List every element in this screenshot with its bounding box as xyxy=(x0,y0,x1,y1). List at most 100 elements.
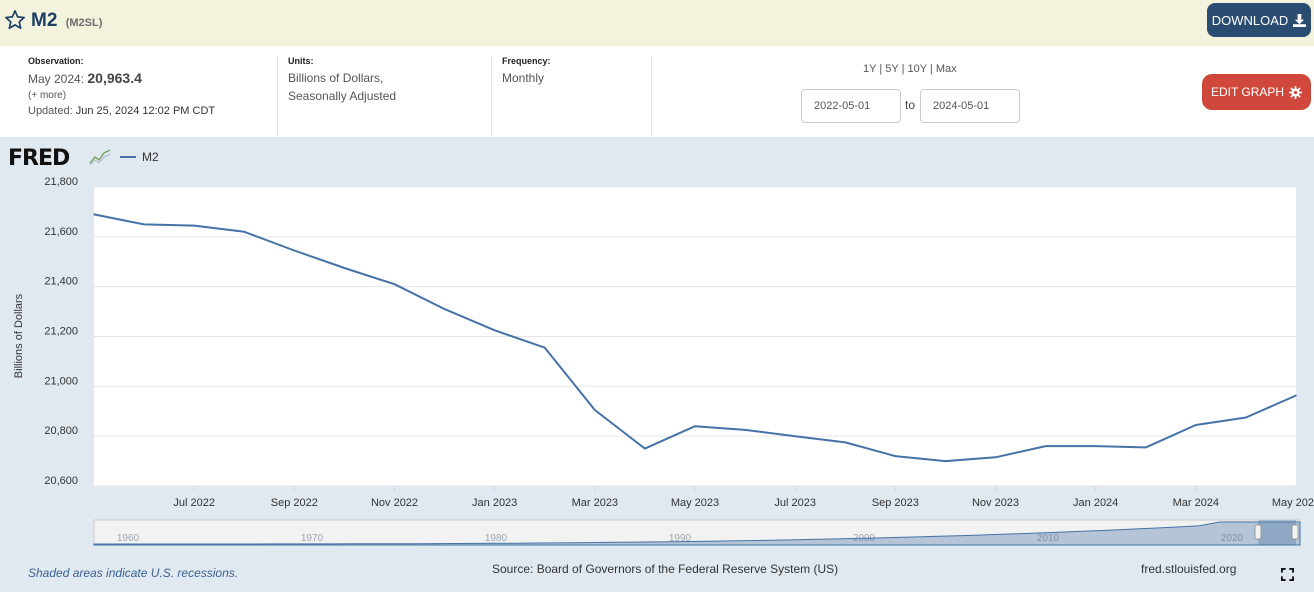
y-tick-label: 21,000 xyxy=(44,375,78,387)
frequency-block: Frequency: Monthly xyxy=(502,56,642,134)
data-point xyxy=(994,456,997,459)
data-point xyxy=(143,223,145,226)
navigator-handle xyxy=(1291,524,1299,540)
download-label: DOWNLOAD xyxy=(1211,12,1289,28)
frequency-label: Frequency: xyxy=(502,56,551,66)
observation-date: May 2024: xyxy=(28,72,85,86)
data-point xyxy=(844,441,847,444)
y-tick-label: 21,400 xyxy=(44,276,78,288)
download-icon xyxy=(1293,13,1307,27)
data-point xyxy=(744,429,746,431)
observation-value: 20,963.4 xyxy=(87,70,142,86)
data-point xyxy=(493,329,496,332)
series-title-text: M2 xyxy=(31,10,58,31)
recession-note: Shaded areas indicate U.S. recessions. xyxy=(28,566,239,580)
frequency-value: Monthly xyxy=(502,71,545,85)
data-point xyxy=(694,425,696,428)
observation-label: Observation: xyxy=(28,56,84,66)
data-point xyxy=(1094,445,1097,447)
star-outline-icon[interactable] xyxy=(4,9,26,31)
x-tick-label: May 2023 xyxy=(671,497,719,509)
units-block: Units: Billions of Dollars, Seasonally A… xyxy=(288,56,478,134)
navigator-label: 1960 xyxy=(117,533,140,544)
fullscreen-icon[interactable] xyxy=(1281,568,1294,581)
navigator-background xyxy=(93,519,1301,546)
data-point xyxy=(243,231,246,233)
navigator-selection xyxy=(1258,520,1296,545)
y-tick-label: 21,200 xyxy=(44,326,78,338)
x-tick-label: Mar 2023 xyxy=(572,497,618,509)
units-line1: Billions of Dollars, xyxy=(288,71,384,85)
navigator-handle xyxy=(1254,524,1262,540)
range-links: 1Y | 5Y | 10Y | Max xyxy=(863,63,957,75)
data-point xyxy=(343,267,346,269)
navigator-series-area xyxy=(93,521,1301,546)
range-link-5y[interactable]: 5Y xyxy=(885,63,899,75)
fred-logo[interactable]: FRED xyxy=(8,146,70,171)
y-tick-label: 21,600 xyxy=(44,226,78,238)
data-point xyxy=(644,447,646,450)
chart-legend: M2 xyxy=(120,150,159,164)
x-tick-label: Nov 2023 xyxy=(972,497,1019,509)
range-link-10y[interactable]: 10Y xyxy=(907,63,927,75)
range-link-1y[interactable]: 1Y xyxy=(863,63,877,75)
data-point xyxy=(794,435,796,437)
navigator-label: 2020 xyxy=(1221,533,1244,544)
navigator-label: 2010 xyxy=(1037,533,1060,544)
data-point xyxy=(594,409,596,411)
data-point xyxy=(293,249,296,252)
divider xyxy=(277,56,278,136)
x-tick-label: Jul 2023 xyxy=(774,497,816,509)
fred-logo-text: FRED xyxy=(8,146,70,171)
data-point xyxy=(1195,424,1197,426)
data-point xyxy=(944,460,947,462)
units-label: Units: xyxy=(288,56,314,66)
x-tick-label: Jul 2022 xyxy=(173,497,215,509)
divider xyxy=(651,56,652,136)
info-panel: Observation: May 2024: 20,963.4 (+ more)… xyxy=(0,46,1314,137)
fred-chart-icon xyxy=(89,148,111,166)
series-title: M2 (M2SL) xyxy=(31,10,102,32)
divider xyxy=(491,56,492,136)
more-link[interactable]: (+ more) xyxy=(28,90,67,101)
navigator-label: 1990 xyxy=(669,533,692,544)
data-point xyxy=(393,283,396,285)
start-date-input[interactable]: 2022-05-01 xyxy=(801,89,901,123)
download-button[interactable]: DOWNLOAD xyxy=(1207,3,1311,37)
gear-icon xyxy=(1289,85,1303,99)
x-tick-label: Nov 2022 xyxy=(371,497,418,509)
observation-block: Observation: May 2024: 20,963.4 (+ more)… xyxy=(28,56,268,134)
y-tick-label: 20,600 xyxy=(44,475,78,487)
series-id: (M2SL) xyxy=(65,17,103,29)
legend-label: M2 xyxy=(142,150,159,164)
navigator-label: 1980 xyxy=(485,533,508,544)
x-tick-label: Jan 2023 xyxy=(472,497,517,509)
x-tick-label: Sep 2022 xyxy=(271,497,318,509)
data-point xyxy=(1144,446,1147,449)
units-line2: Seasonally Adjusted xyxy=(288,89,397,103)
navigator-label: 1970 xyxy=(301,533,324,544)
x-tick-label: May 2024 xyxy=(1272,497,1314,509)
title-bar: M2 (M2SL) DOWNLOAD xyxy=(0,0,1314,46)
end-date-input[interactable]: 2024-05-01 xyxy=(920,89,1020,123)
data-point xyxy=(1044,445,1047,447)
legend-swatch xyxy=(120,156,136,158)
y-tick-label: 20,800 xyxy=(44,425,78,437)
y-tick-label: 21,800 xyxy=(44,176,78,188)
edit-graph-label: EDIT GRAPH xyxy=(1210,85,1285,99)
data-point xyxy=(894,455,897,457)
fred-url[interactable]: fred.stlouisfed.org xyxy=(1141,562,1237,576)
updated-value: Jun 25, 2024 12:02 PM CDT xyxy=(75,105,216,117)
data-point xyxy=(1295,394,1297,397)
data-point xyxy=(543,346,546,349)
data-point xyxy=(443,308,446,310)
x-tick-label: Mar 2024 xyxy=(1173,497,1219,509)
edit-graph-button[interactable]: EDIT GRAPH xyxy=(1202,74,1311,110)
data-point xyxy=(193,224,195,227)
source-text: Source: Board of Governors of the Federa… xyxy=(492,562,839,576)
to-label: to xyxy=(905,98,916,112)
range-link-max[interactable]: Max xyxy=(935,63,957,75)
data-point xyxy=(1245,416,1247,419)
x-tick-label: Sep 2023 xyxy=(872,497,919,509)
